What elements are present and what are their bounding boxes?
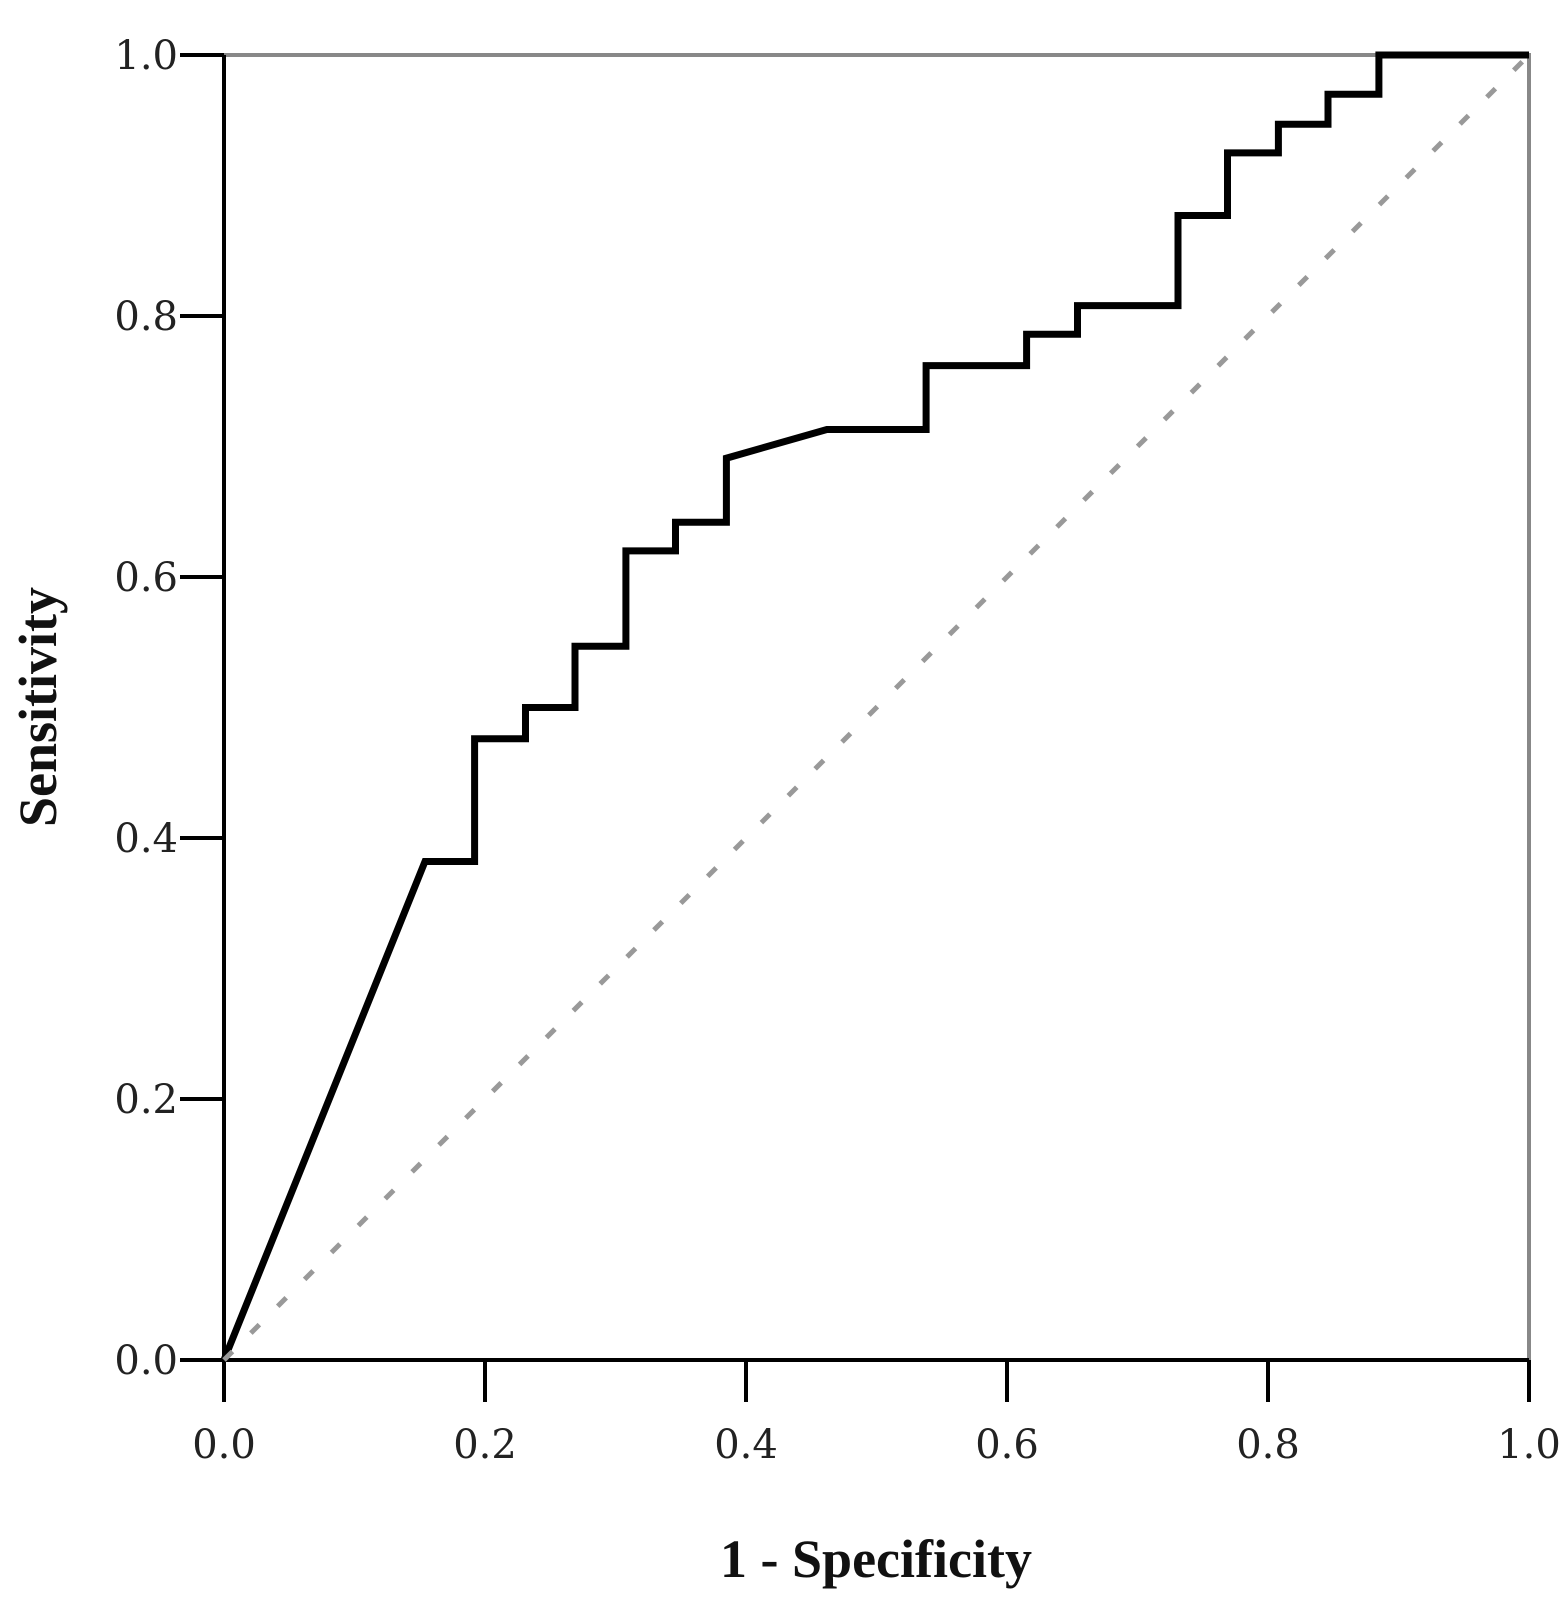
y-tick-label: 0.2 xyxy=(114,1077,178,1123)
x-tick-label: 0.8 xyxy=(1236,1422,1300,1468)
y-tick-label: 1.0 xyxy=(114,33,178,79)
x-tick-label: 0.4 xyxy=(714,1422,778,1468)
tick-marks: 0.0 0.2 0.4 0.6 0.8 1.0 0.0 0.2 0.4 0.6 0.8 1.0 xyxy=(114,33,1560,1468)
y-axis-title: Sensitivity xyxy=(8,587,68,827)
y-tick-label: 0.4 xyxy=(114,816,178,862)
plot-frame xyxy=(222,53,1531,1362)
roc-curve-line xyxy=(220,51,1529,1362)
reference-diagonal-line xyxy=(222,53,1531,1362)
series-layer xyxy=(220,51,1531,1362)
y-tick-label: 0.6 xyxy=(114,555,178,601)
y-tick-label: 0.8 xyxy=(114,294,178,340)
x-tick-label: 0.0 xyxy=(192,1422,256,1468)
y-tick-label: 0.0 xyxy=(114,1338,178,1384)
x-axis-title: 1 - Specificity xyxy=(720,1529,1032,1589)
x-tick-label: 0.6 xyxy=(975,1422,1039,1468)
x-tick-label: 0.2 xyxy=(453,1422,517,1468)
x-tick-label: 1.0 xyxy=(1497,1422,1561,1468)
